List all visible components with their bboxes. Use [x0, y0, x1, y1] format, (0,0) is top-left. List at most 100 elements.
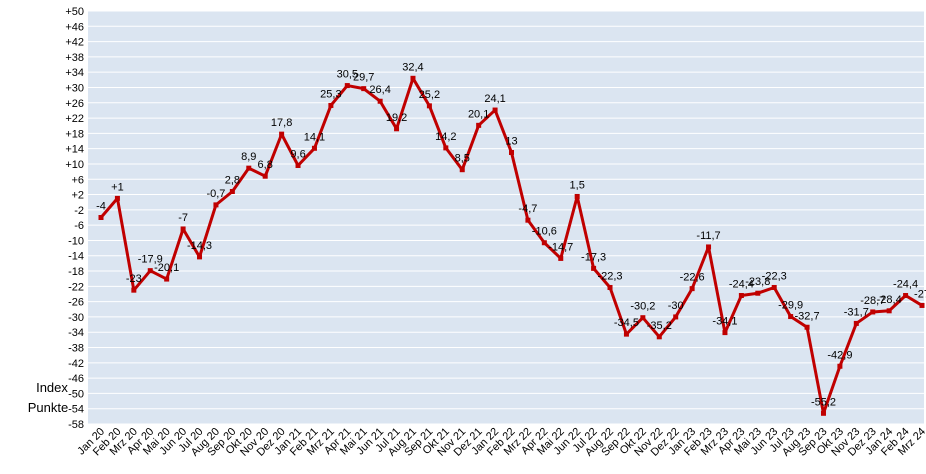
data-label: -24,4	[729, 279, 754, 291]
data-label: -4	[96, 201, 106, 213]
y-tick-label: -10	[68, 235, 84, 247]
y-tick-label: +26	[65, 98, 84, 110]
y-tick-label: -14	[68, 251, 84, 263]
data-label: 19,2	[386, 112, 407, 124]
data-label: 1,5	[570, 179, 585, 191]
marker	[591, 265, 597, 271]
data-label: -14,7	[548, 241, 573, 253]
marker	[804, 324, 810, 330]
marker	[279, 131, 285, 137]
data-label: -24,4	[893, 279, 918, 291]
data-label: -11,7	[696, 230, 720, 242]
marker	[837, 363, 843, 369]
marker	[853, 320, 859, 326]
marker	[755, 290, 761, 296]
marker	[788, 314, 794, 320]
data-label: 2,8	[225, 174, 240, 186]
data-label: 14,1	[304, 131, 325, 143]
marker	[213, 202, 219, 208]
marker	[673, 314, 679, 320]
y-tick-label: -38	[68, 343, 84, 355]
marker	[706, 244, 712, 250]
y-tick-label: -42	[68, 358, 84, 370]
data-label: -34,5	[614, 317, 639, 329]
marker	[656, 334, 662, 340]
y-tick-label: +30	[65, 82, 84, 94]
plot-area	[88, 11, 924, 424]
marker	[394, 126, 400, 132]
data-label: -29,9	[778, 300, 803, 312]
data-label: -31,7	[844, 306, 869, 318]
marker	[114, 195, 120, 201]
y-label-2: Punkte	[28, 400, 68, 415]
data-label: 13	[505, 135, 517, 147]
marker	[328, 102, 334, 108]
data-label: -4,7	[518, 203, 537, 215]
marker	[689, 286, 695, 292]
data-label: 6,8	[258, 159, 273, 171]
data-label: -32,7	[795, 310, 820, 322]
marker	[870, 309, 876, 315]
marker	[722, 330, 728, 336]
marker	[492, 107, 498, 113]
data-label: 30,5	[337, 69, 358, 81]
data-label: -22,3	[762, 270, 787, 282]
data-label: -23,8	[745, 276, 770, 288]
data-label: -17,9	[138, 254, 163, 266]
marker	[886, 308, 892, 314]
data-label: -10,6	[532, 226, 557, 238]
marker	[820, 410, 826, 416]
marker	[623, 331, 629, 337]
y-tick-label: +18	[65, 128, 84, 140]
data-label: -7	[178, 212, 188, 224]
data-label: 26,4	[369, 84, 390, 96]
y-tick-label: -30	[68, 312, 84, 324]
marker	[197, 254, 203, 260]
y-tick-label: -58	[68, 419, 84, 431]
data-label: -28,7	[860, 295, 885, 307]
data-label: -30,2	[630, 301, 655, 313]
marker	[311, 145, 317, 151]
marker	[344, 83, 350, 89]
marker	[558, 255, 564, 261]
y-tick-label: +2	[71, 190, 84, 202]
marker	[377, 98, 383, 104]
y-tick-label: -18	[68, 266, 84, 278]
y-tick-label: -34	[68, 327, 84, 339]
marker	[509, 149, 514, 155]
data-label: -28,4	[877, 294, 902, 306]
data-label: -22,6	[680, 272, 705, 284]
data-label: -20,1	[154, 262, 179, 274]
y-label-1: Index	[36, 380, 68, 395]
y-tick-label: -2	[74, 205, 84, 217]
data-label: -14,3	[187, 240, 212, 252]
data-label: 32,4	[402, 61, 423, 73]
marker	[295, 162, 301, 168]
data-label: +1	[111, 181, 124, 193]
data-label: -27	[914, 288, 926, 300]
marker	[443, 145, 449, 151]
marker	[131, 287, 137, 293]
marker	[738, 293, 744, 299]
y-tick-label: +42	[65, 37, 84, 49]
marker	[903, 293, 909, 299]
y-tick-label: +22	[65, 113, 84, 125]
marker	[229, 188, 235, 194]
y-tick-label: -22	[68, 281, 84, 293]
marker	[262, 173, 268, 179]
marker	[607, 284, 613, 290]
y-tick-label: +46	[65, 21, 84, 33]
marker	[525, 217, 531, 223]
marker	[541, 240, 547, 246]
y-tick-label: +14	[65, 144, 84, 156]
marker	[147, 268, 153, 274]
data-label: -17,3	[581, 251, 606, 263]
marker	[459, 167, 465, 173]
data-label: 14,2	[435, 131, 456, 143]
data-label: -22,3	[597, 270, 622, 282]
marker	[98, 215, 104, 220]
marker	[410, 75, 416, 81]
y-tick-label: +50	[65, 6, 84, 18]
marker	[246, 165, 252, 171]
data-label: -34,1	[712, 316, 737, 328]
